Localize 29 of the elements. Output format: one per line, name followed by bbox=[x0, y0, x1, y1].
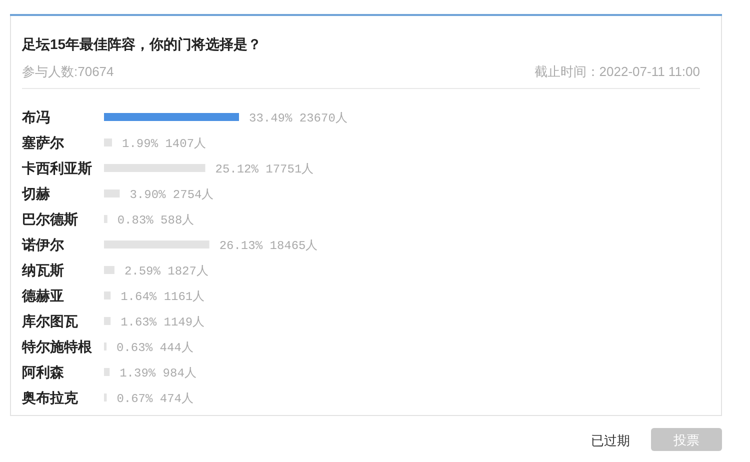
category: 阿利森 bbox=[22, 364, 64, 380]
value-label: 3.90% 2754人 bbox=[130, 188, 214, 202]
title: 足坛15年最佳阵容，你的门将选择是？ bbox=[22, 36, 262, 52]
category: 巴尔德斯 bbox=[22, 211, 78, 227]
value-label: 2.59% 1827人 bbox=[124, 264, 208, 278]
value-label: 0.83% 588人 bbox=[117, 214, 194, 228]
value-label: 1.64% 1161人 bbox=[120, 290, 205, 304]
value-label: 33.49% 23670人 bbox=[249, 112, 348, 126]
value-label: 1.39% 984人 bbox=[120, 366, 196, 380]
value-label: 1.99% 1407人 bbox=[122, 137, 206, 151]
category: 卡西利亚斯 bbox=[22, 160, 92, 176]
value-label: 1.63% 1149人 bbox=[120, 316, 205, 330]
value-label: 26.13% 18465人 bbox=[219, 239, 318, 253]
subtitle: 参与人数:70674 bbox=[22, 64, 114, 79]
category: 特尔施特根 bbox=[22, 338, 92, 354]
category: 诺伊尔 bbox=[22, 236, 64, 252]
deadline: 截止时间：2022-07-11 11:00 bbox=[534, 64, 700, 79]
status: 已过期 bbox=[591, 433, 630, 448]
category: 库尔图瓦 bbox=[22, 313, 78, 329]
value-label: 0.63% 444人 bbox=[116, 341, 194, 355]
category: 纳瓦斯 bbox=[22, 262, 64, 278]
value-label: 25.12% 17751人 bbox=[215, 162, 314, 176]
button: 投票 bbox=[651, 428, 722, 451]
category: 德赫亚 bbox=[22, 288, 64, 304]
category: 布冯 bbox=[22, 109, 50, 125]
category: 塞萨尔 bbox=[22, 134, 64, 150]
value-label: 0.67% 474人 bbox=[116, 392, 194, 406]
category: 切赫 bbox=[22, 186, 50, 202]
category: 奥布拉克 bbox=[22, 390, 78, 406]
